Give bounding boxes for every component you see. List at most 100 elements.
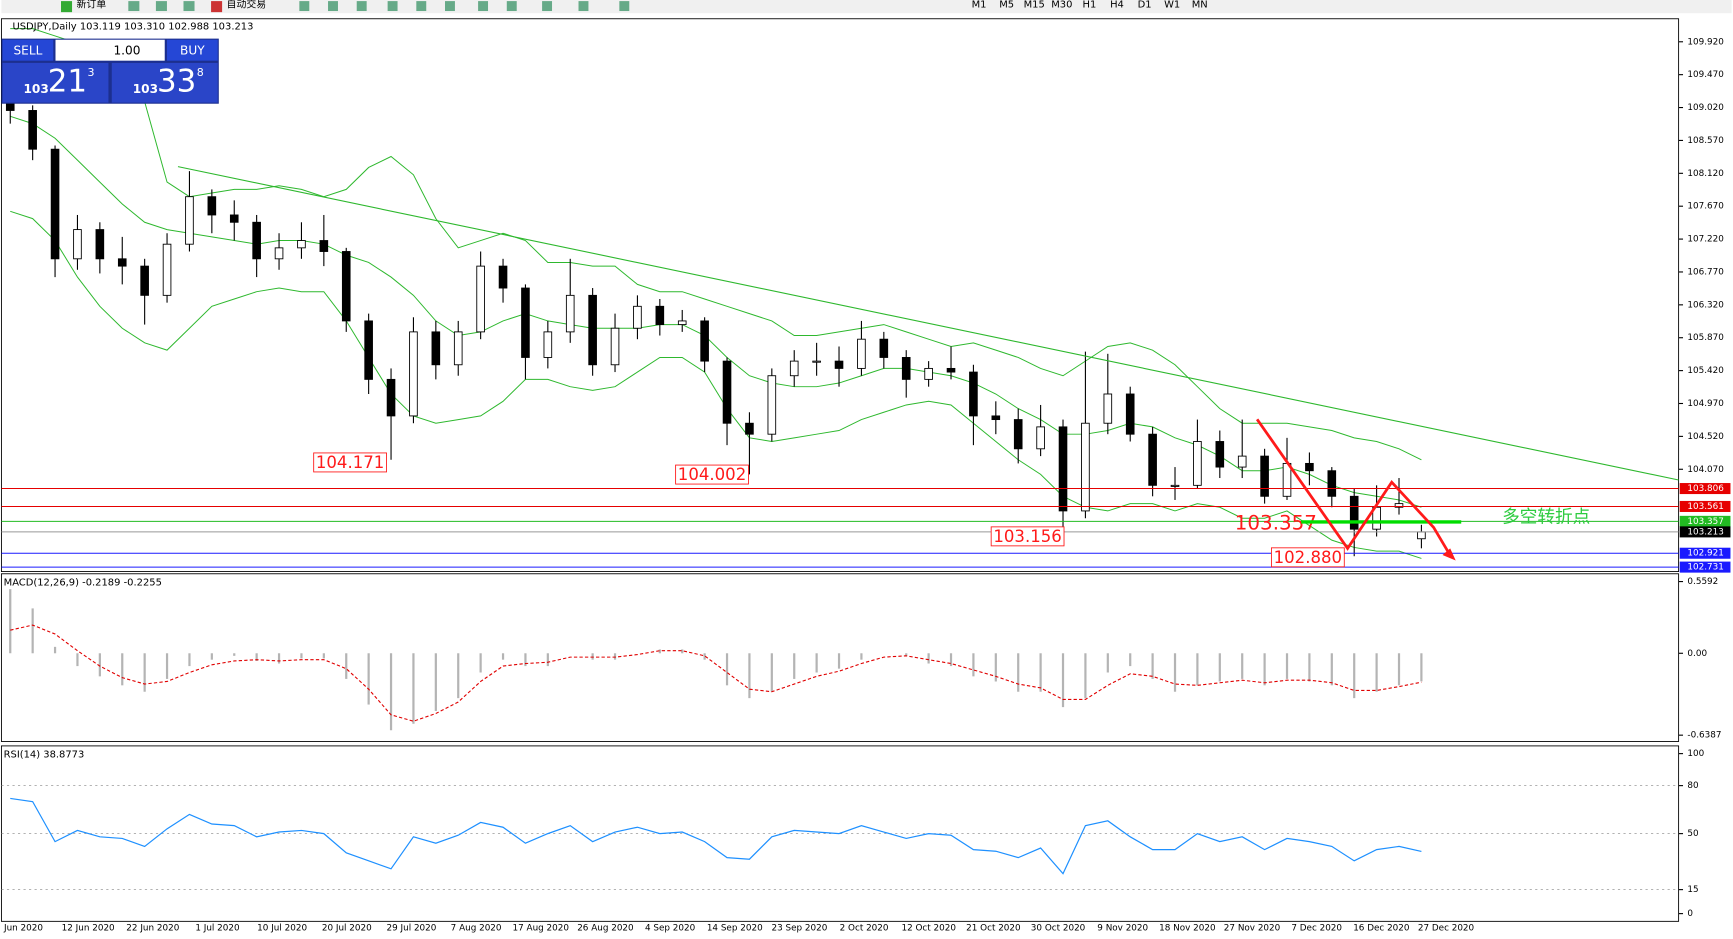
date-label: 27 Dec 2020 [1418, 923, 1475, 933]
signal-line [10, 624, 1422, 722]
candle-body [991, 415, 1001, 421]
date-label: 27 Nov 2020 [1224, 923, 1281, 933]
date-label: 23 Sep 2020 [771, 923, 827, 933]
date-label: 12 Jun 2020 [62, 923, 115, 933]
macd-title: MACD(12,26,9) -0.2189 -0.2255 [4, 578, 162, 589]
candle-body [1170, 484, 1180, 487]
candle-body [1260, 455, 1269, 497]
timeframe[interactable]: H4 [1110, 0, 1124, 10]
date-label: 30 Oct 2020 [1031, 923, 1086, 933]
tool-icons [128, 1, 630, 12]
timeframe[interactable]: D1 [1138, 0, 1152, 10]
ask-big: 103 [133, 82, 158, 96]
candle-body [633, 305, 642, 329]
date-label: 17 Aug 2020 [513, 923, 570, 933]
lots-value[interactable]: 1.00 [113, 43, 140, 57]
candle-body [588, 294, 597, 366]
annotation: 103.156 [993, 527, 1061, 546]
candle-body [610, 327, 620, 366]
y-tick-label: 108.570 [1687, 136, 1724, 146]
annotation: 103.357 [1235, 512, 1317, 535]
price-tag [1679, 483, 1731, 495]
y-tick-label: 106.770 [1687, 267, 1724, 277]
candle-body [521, 287, 530, 358]
candle-body [700, 320, 709, 362]
buy-label[interactable]: BUY [180, 43, 205, 57]
y-tick-label: 109.470 [1687, 70, 1724, 80]
sell-button[interactable] [2, 39, 54, 61]
candle-body [1103, 393, 1113, 424]
date-label: Jun 2020 [3, 923, 43, 933]
annotation-box [990, 526, 1065, 547]
timeframe[interactable]: M5 [999, 0, 1014, 10]
sell-label[interactable]: SELL [13, 43, 42, 57]
candle-body [229, 214, 239, 223]
ask-fraction: 8 [197, 66, 204, 79]
candle-body [789, 360, 799, 377]
lots-input[interactable] [55, 39, 165, 61]
y-tick-label: 109.020 [1687, 103, 1724, 113]
timeframe[interactable]: MN [1192, 0, 1208, 10]
bid-big: 103 [23, 82, 48, 96]
date-label: 7 Dec 2020 [1291, 923, 1342, 933]
annotation: 多空转折点 [1502, 506, 1590, 527]
auto-trading[interactable]: 自动交易 [227, 0, 267, 10]
new-order[interactable]: 新订单 [76, 0, 106, 10]
main-panel [0, 18, 1680, 573]
rsi-title: RSI(14) 38.8773 [4, 750, 85, 761]
date-label: 26 Aug 2020 [577, 923, 634, 933]
candle-body [1282, 462, 1292, 497]
ask-box[interactable] [111, 62, 218, 103]
y-tick-label: 100 [1687, 749, 1704, 759]
candle-body [319, 240, 329, 252]
timeframe[interactable]: W1 [1164, 0, 1180, 10]
annotation: 104.171 [316, 453, 384, 472]
auto-trading-icon[interactable] [211, 1, 223, 13]
price-tag-label: 102.921 [1687, 549, 1723, 559]
candle-body [565, 294, 575, 333]
candle-body [1125, 393, 1135, 435]
price-tag-label: 103.213 [1687, 527, 1723, 537]
candle-body [969, 371, 978, 417]
candle-body [95, 229, 105, 260]
trade-panel: SELL 1.00 BUY 103 21 3 103 33 8 [1, 38, 219, 104]
candle-body [543, 331, 553, 358]
rsi-line [10, 797, 1422, 875]
date-label: 18 Nov 2020 [1159, 923, 1216, 933]
candle-body [767, 375, 777, 435]
candle-body [1013, 419, 1023, 450]
candle-body [297, 240, 306, 249]
y-tick-label: 15 [1687, 885, 1698, 895]
y-tick-label: 0 [1687, 909, 1693, 919]
timeframe[interactable]: H1 [1082, 0, 1096, 10]
timeframe[interactable]: M30 [1051, 0, 1072, 10]
y-tick-label: 109.920 [1687, 37, 1724, 47]
buy-button[interactable] [166, 39, 218, 61]
candle-body [431, 331, 441, 366]
candle-body [28, 110, 37, 150]
ask-pips: 33 [157, 63, 196, 99]
candle-body [341, 251, 351, 322]
price-tag-label: 103.806 [1687, 484, 1724, 494]
price-tag [1679, 515, 1731, 527]
date-label: 2 Oct 2020 [840, 923, 889, 933]
new-order-icon[interactable] [61, 1, 73, 13]
price-tag [1679, 547, 1731, 559]
bid-box[interactable] [2, 62, 109, 103]
candle-body [1148, 433, 1157, 486]
candle-body [140, 265, 149, 296]
candle-body [812, 360, 821, 363]
candle-body [834, 360, 844, 369]
y-tick-label: 104.070 [1687, 465, 1724, 475]
timeframe[interactable]: M15 [1024, 0, 1045, 10]
candle-body [73, 229, 82, 260]
candle-body [924, 367, 933, 380]
price-tag [1679, 561, 1731, 573]
timeframe[interactable]: M1 [972, 0, 987, 10]
candle-body [1305, 462, 1314, 472]
candle-body [476, 265, 485, 333]
annotation: 104.002 [678, 465, 746, 484]
date-label: 22 Jun 2020 [126, 923, 179, 933]
price-tag-label: 103.561 [1687, 502, 1723, 512]
